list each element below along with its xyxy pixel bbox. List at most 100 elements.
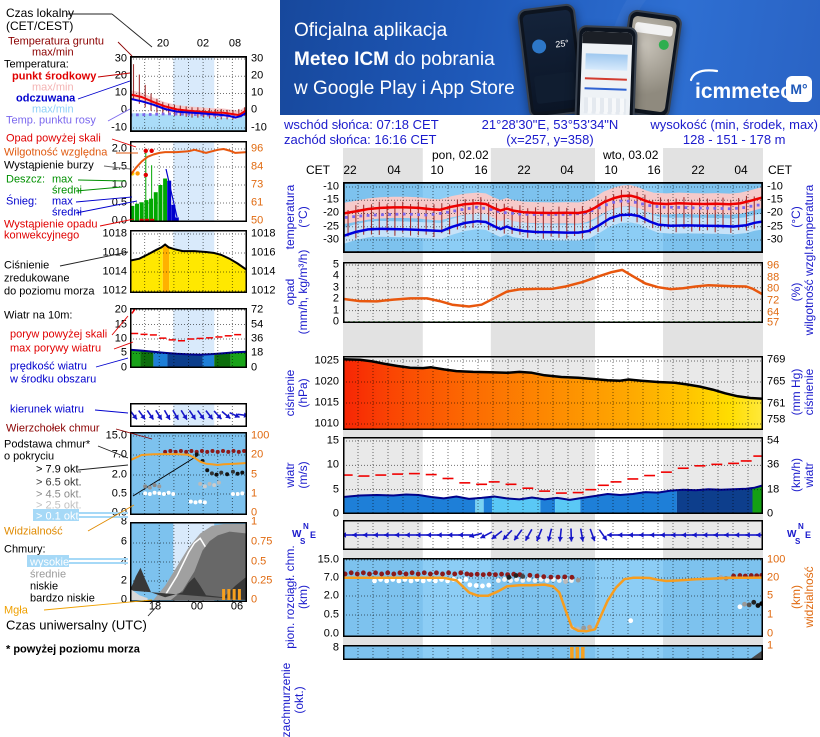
main-cloud-cover — [343, 645, 763, 660]
legend-label: Wystąpienie burzy — [4, 161, 94, 172]
axis-tick: 100 — [251, 431, 269, 442]
axis-tick: 2.0 — [324, 591, 339, 602]
mini-clouds-visibility — [130, 432, 247, 515]
main-wind — [343, 437, 763, 514]
hour-tick: 16 — [647, 164, 660, 176]
legend-label: > 6.5 okt. — [36, 478, 82, 489]
legend-label: o pokryciu — [4, 452, 54, 463]
phone-header — [582, 31, 632, 45]
axis-title: wiatr (m/s) — [284, 461, 310, 488]
legend-highlight-stripe — [69, 558, 128, 560]
axis-tick: 1014 — [103, 267, 127, 278]
hour-tick: 04 — [734, 164, 747, 176]
axis-tick: -10 — [251, 123, 267, 134]
mini-meteogram-band — [585, 53, 628, 70]
legend-label: poryw powyżej skali — [10, 330, 107, 341]
axis-tick: -15 — [323, 195, 339, 206]
axis-tick: 0 — [121, 363, 127, 374]
axis-tick: 20 — [251, 450, 263, 461]
legend-label: Ciśnienie — [4, 261, 49, 272]
axis-tick: 36 — [251, 334, 263, 345]
legend-highlight-stripe — [79, 512, 128, 514]
legend-label: prędkość wiatru — [10, 362, 87, 373]
axis-tick: 758 — [767, 415, 785, 426]
axis-tick: 15 — [327, 436, 339, 447]
axis-tick: -25 — [323, 222, 339, 233]
axis-tick: -15 — [767, 195, 783, 206]
axis-tick: 769 — [767, 355, 785, 366]
axis-tick: 20 — [767, 573, 779, 584]
axis-tick: 20 — [115, 305, 127, 316]
legend-label: (CET/CEST) — [6, 20, 73, 32]
axis-tick: 0.5 — [112, 489, 127, 500]
axis-tick: -10 — [323, 182, 339, 193]
axis-tick: 5 — [767, 591, 773, 602]
hour-tick: 22 — [517, 164, 530, 176]
mini-temperature — [130, 56, 247, 132]
day-label: pon, 02.02 — [432, 149, 489, 161]
axis-tick: 5 — [121, 348, 127, 359]
axis-tick: 4 — [333, 271, 339, 282]
weather-icon — [531, 39, 547, 55]
axis-tick: 1012 — [251, 286, 275, 297]
legend-label: * powyżej poziomu morza — [6, 645, 140, 656]
axis-tick: 1018 — [103, 229, 127, 240]
axis-tick: 8 — [121, 517, 127, 528]
phone-mockup-center — [574, 25, 637, 115]
axis-tick: 20 — [157, 39, 169, 50]
axis-tick: 0.5 — [251, 557, 266, 568]
hour-tick: 10 — [430, 164, 443, 176]
axis-tick: 765 — [767, 377, 785, 388]
axis-tick: 0.5 — [324, 610, 339, 621]
axis-tick: 0 — [333, 509, 339, 520]
legend-label: kierunek wiatru — [10, 405, 84, 416]
axis-tick: 100 — [767, 555, 785, 566]
hour-tick: 04 — [560, 164, 573, 176]
axis-tick: 1015 — [315, 398, 339, 409]
axis-tick: 0 — [767, 629, 773, 640]
mini-cloud-cover — [130, 522, 247, 602]
axis-tick: 15.0 — [106, 431, 127, 442]
legend-label: Czas uniwersalny (UTC) — [6, 619, 147, 632]
mini-pressure — [130, 230, 247, 293]
map-marker — [658, 39, 669, 50]
legend-label: do poziomu morza — [4, 287, 95, 298]
axis-tick: 54 — [251, 320, 263, 331]
axis-tick: 1014 — [251, 267, 275, 278]
axis-tick: 0.75 — [251, 537, 272, 548]
axis-tick: 0 — [251, 363, 257, 374]
main-wind-dir — [343, 520, 763, 550]
axis-tick: 18 — [251, 348, 263, 359]
axis-tick: 1 — [251, 489, 257, 500]
axis-tick: 10 — [115, 88, 127, 99]
axis-tick: 57 — [767, 318, 779, 329]
legend-label: Wiatr na 10m: — [4, 311, 72, 322]
axis-title: opad (mm/h, kg/m³/h) — [284, 250, 310, 335]
axis-tick: -30 — [323, 235, 339, 246]
legend-label: zredukowane — [4, 274, 69, 285]
axis-tick: 18 — [149, 602, 161, 613]
axis-tick: 2.0 — [112, 144, 127, 155]
axis-tick: 1 — [767, 610, 773, 621]
axis-tick: 36 — [767, 460, 779, 471]
legend-label: średnie — [30, 570, 66, 581]
legend-label: > 0.1 okt. — [36, 512, 82, 523]
axis-title: (mm Hg) ciśnienie — [790, 369, 816, 416]
axis-title: (%) wilgotność wzgl. — [790, 249, 816, 336]
axis-tick: 10 — [327, 460, 339, 471]
axis-tick: 18 — [767, 485, 779, 496]
legend-highlight-stripe — [79, 516, 128, 518]
legend-label: Chmury: — [4, 545, 46, 556]
axis-tick: 00 — [191, 602, 203, 613]
axis-tick: 0.5 — [112, 198, 127, 209]
legend-label: Wilgotność względna — [4, 148, 107, 159]
axis-tick: 1.0 — [112, 180, 127, 191]
axis-tick: 0 — [121, 595, 127, 606]
day-label: wto, 03.02 — [603, 149, 658, 161]
axis-title: temperatura (°C) — [284, 185, 310, 250]
axis-tick: 1020 — [315, 377, 339, 388]
axis-tick: 15 — [115, 320, 127, 331]
main-pressure — [343, 356, 763, 430]
